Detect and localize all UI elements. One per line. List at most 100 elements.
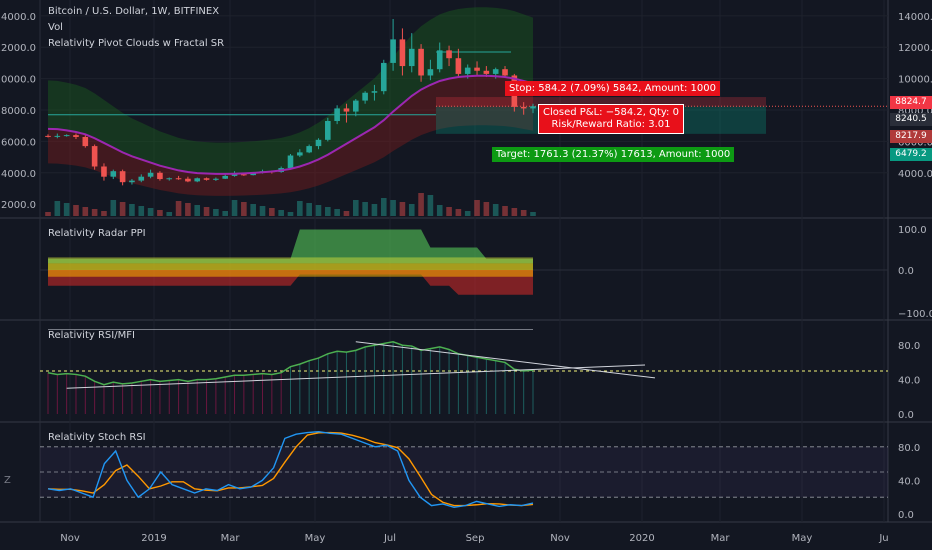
candle-body xyxy=(399,39,406,67)
time-tick-label: 2020 xyxy=(629,533,654,544)
candle-body xyxy=(222,175,229,179)
volume-bar xyxy=(408,204,415,216)
candle-body xyxy=(73,135,79,137)
stoch-tick-label: 40.0 xyxy=(898,476,920,487)
left-price-tick-label: 6000.0 xyxy=(1,137,36,148)
candle-body xyxy=(502,69,508,76)
candle-body xyxy=(315,139,322,147)
time-tick-label: Mar xyxy=(711,533,731,544)
price-tick-label: 12000.0 xyxy=(898,43,932,54)
volume-bar xyxy=(306,203,312,216)
volume-bar xyxy=(334,209,340,216)
volume-bar xyxy=(315,205,322,216)
candle-body xyxy=(390,39,396,63)
radar-center-band xyxy=(48,263,533,277)
candle-body xyxy=(45,135,51,137)
radar-pane-title[interactable]: Relativity Radar PPI xyxy=(48,228,146,239)
entry-price-tag: 8217.9 xyxy=(890,130,932,143)
left-price-tick-label: 4000.0 xyxy=(1,169,36,180)
target-price-tag: 6479.2 xyxy=(890,148,932,161)
volume-bar xyxy=(418,193,424,216)
candle-body xyxy=(380,62,387,92)
candle-body xyxy=(306,146,312,153)
candle-body xyxy=(492,69,499,74)
candle-body xyxy=(166,178,173,180)
volume-bar xyxy=(269,208,275,216)
left-price-tick-label: 12000.0 xyxy=(0,43,36,54)
volume-bar xyxy=(241,202,247,216)
volume-bar xyxy=(502,206,508,216)
volume-bar xyxy=(54,201,61,216)
volume-bar xyxy=(483,202,490,216)
candle-body xyxy=(91,146,98,167)
rsi-pane-title[interactable]: Relativity RSI/MFI xyxy=(48,330,135,341)
volume-bar xyxy=(530,212,536,216)
volume-bar xyxy=(492,204,499,216)
radar-tick-label: 100.0 xyxy=(898,225,927,236)
volume-bar xyxy=(474,200,480,216)
symbol-title[interactable]: Bitcoin / U.S. Dollar, 1W, BITFINEX xyxy=(48,6,220,17)
price-tick-label: 8000.0 xyxy=(898,106,932,117)
candle-body xyxy=(110,171,117,177)
candle-body xyxy=(371,91,378,93)
candle-body xyxy=(418,48,424,76)
candle-body xyxy=(408,48,415,67)
volume-bar xyxy=(455,209,462,216)
volume-bar xyxy=(520,210,527,216)
zoom-icon[interactable]: Z xyxy=(4,475,11,486)
stoch-tick-label: 80.0 xyxy=(898,443,920,454)
candle-body xyxy=(203,178,210,180)
candle-body xyxy=(362,92,368,101)
candle-body xyxy=(287,155,294,169)
volume-bar xyxy=(427,195,434,216)
radar-upper-band xyxy=(48,257,533,264)
volume-bar xyxy=(45,212,51,216)
volume-bar xyxy=(325,207,331,216)
price-tick-label: 4000.0 xyxy=(898,169,932,180)
volume-title[interactable]: Vol xyxy=(48,22,63,33)
volume-bar xyxy=(157,210,163,216)
stoch-pane-title[interactable]: Relativity Stoch RSI xyxy=(48,432,146,443)
volume-bar xyxy=(278,210,284,216)
stoch-k-line xyxy=(47,430,534,508)
lower-pivot-cloud xyxy=(48,75,533,196)
volume-bar xyxy=(82,207,89,216)
candle-body xyxy=(194,178,201,182)
time-tick-label: May xyxy=(792,533,813,544)
volume-bar xyxy=(166,212,173,216)
risk-reward-text: Risk/Reward Ratio: 3.01 xyxy=(551,119,671,130)
time-tick-label: Sep xyxy=(466,533,485,544)
target-label: Target: 1761.3 (21.37%) 17613, Amount: 1… xyxy=(492,147,735,162)
candle-body xyxy=(325,120,331,140)
candle-body xyxy=(343,108,350,112)
price-tick-label: 10000.0 xyxy=(898,75,932,86)
volume-bar xyxy=(138,206,145,216)
stoch-tick-label: 0.0 xyxy=(898,510,914,521)
volume-bar xyxy=(343,211,350,216)
volume-bar xyxy=(101,211,107,216)
pivot-clouds-title[interactable]: Relativity Pivot Clouds w Fractal SR xyxy=(48,38,225,49)
volume-bar xyxy=(464,211,471,216)
rsi-line xyxy=(47,340,534,386)
last-price-tag: 8240.5 xyxy=(890,113,932,126)
candle-body xyxy=(175,178,182,180)
time-tick-label: Nov xyxy=(550,533,570,544)
candle-body xyxy=(147,172,154,177)
candle-body xyxy=(129,180,135,183)
time-tick-label: May xyxy=(305,533,326,544)
stop-price-tag: 8824.7 xyxy=(890,96,932,109)
candle-body xyxy=(119,171,126,183)
volume-bar xyxy=(231,200,238,216)
candle-body xyxy=(101,166,107,177)
volume-bar xyxy=(390,200,396,216)
candle-body xyxy=(250,172,256,176)
volume-bar xyxy=(194,205,201,216)
stop-label: Stop: 584.2 (7.09%) 5842, Amount: 1000 xyxy=(505,81,720,96)
candle-body xyxy=(352,100,359,112)
candle-body xyxy=(455,58,462,74)
volume-bar xyxy=(352,200,359,216)
volume-bar xyxy=(287,212,294,216)
candle-body xyxy=(446,50,452,59)
candle-body xyxy=(427,69,434,76)
